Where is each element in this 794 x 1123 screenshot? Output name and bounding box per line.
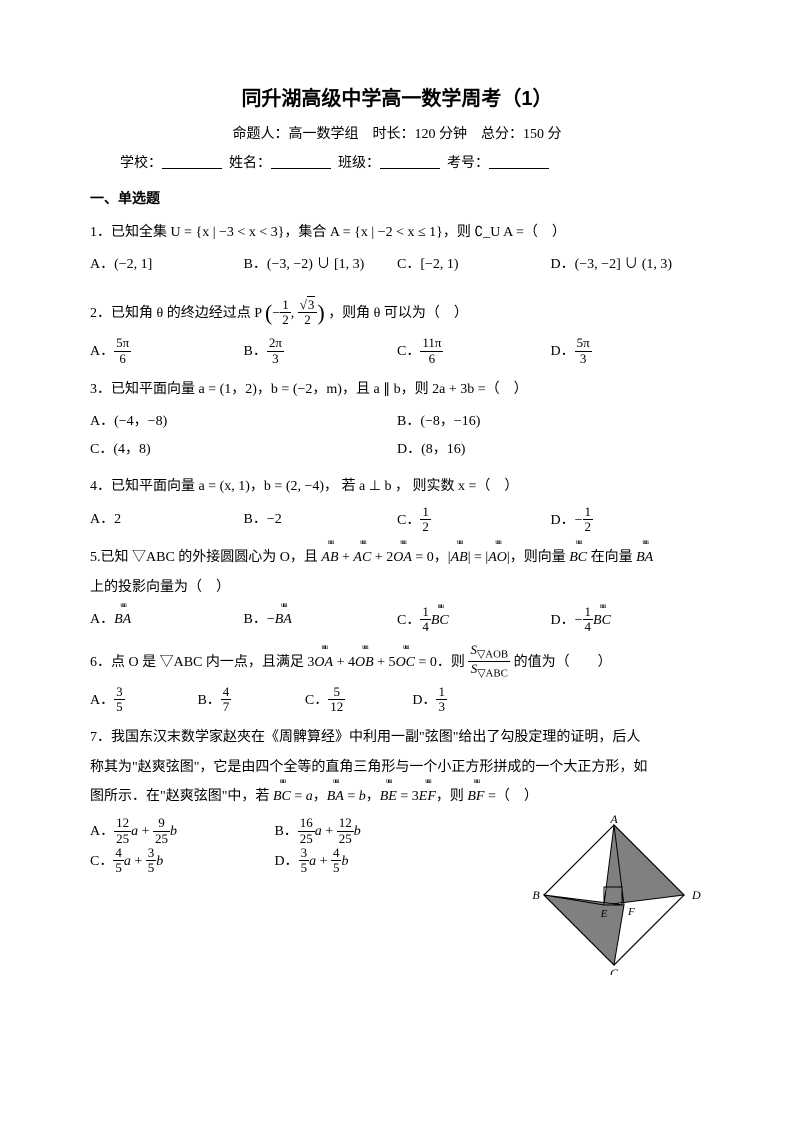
q1-option-b[interactable]: B．(−3, −2) ∪ [1, 3)	[244, 251, 398, 279]
question-2: 2．已知角 θ 的终边经过点 P (−12, √32) ，则角 θ 可以为（ ）	[90, 287, 704, 333]
figure-label-C: C	[610, 966, 619, 975]
q5-option-a[interactable]: A．BA	[90, 606, 244, 636]
name-label: 姓名：	[229, 156, 271, 171]
question-4: 4．已知平面向量 a = (x, 1)，b = (2, −4)， 若 a ⊥ b…	[90, 472, 704, 501]
duration-label: 时长：	[373, 127, 415, 142]
q7-option-c[interactable]: C．45a + 35b	[90, 847, 274, 877]
q5-options: A．BA B．−BA C．14BC D．−14BC	[90, 606, 704, 636]
q1-option-a[interactable]: A．(−2, 1]	[90, 251, 244, 279]
question-1: 1．已知全集 U = {x | −3 < x < 3}，集合 A = {x | …	[90, 218, 704, 247]
q5-option-b[interactable]: B．−BA	[244, 606, 398, 636]
q4-options: A．2 B．−2 C．12 D．−12	[90, 506, 704, 536]
q2-option-b[interactable]: B．2π3	[244, 337, 398, 367]
q2-option-c[interactable]: C．11π6	[397, 337, 551, 367]
duration: 120 分钟	[415, 127, 468, 142]
q3-option-d[interactable]: D．(8，16)	[397, 436, 704, 464]
q7-option-d[interactable]: D．35a + 45b	[274, 847, 458, 877]
q7-options: A．1225a + 925b B．1625a + 1225b C．45a + 3…	[90, 817, 459, 876]
author-label: 命题人：	[233, 127, 289, 142]
q6-option-a[interactable]: A．35	[90, 686, 197, 716]
q6-option-d[interactable]: D．13	[412, 686, 519, 716]
question-6: 6．点 O 是 ▽ABC 内一点，且满足 3OA + 4OB + 5OC = 0…	[90, 644, 704, 682]
q7-row: A．1225a + 925b B．1625a + 1225b C．45a + 3…	[90, 815, 704, 975]
question-3: 3．已知平面向量 a = (1，2)，b = (−2，m)，且 a ∥ b，则 …	[90, 375, 704, 404]
q7-option-a[interactable]: A．1225a + 925b	[90, 817, 274, 847]
question-5: 5.已知 ▽ABC 的外接圆圆心为 O，且 AB + AC + 2OA = 0，…	[90, 543, 704, 602]
q1-options: A．(−2, 1] B．(−3, −2) ∪ [1, 3) C．[−2, 1) …	[90, 251, 704, 279]
figure-label-E: E	[600, 908, 608, 920]
q2-options: A．5π6 B．2π3 C．11π6 D．5π3	[90, 337, 704, 367]
q2-option-d[interactable]: D．5π3	[551, 337, 705, 367]
q4-option-a[interactable]: A．2	[90, 506, 244, 536]
class-label: 班级：	[338, 156, 380, 171]
q3-options: A．(−4，−8) B．(−8，−16) C．(4，8) D．(8，16)	[90, 408, 704, 464]
q4-option-d[interactable]: D．−12	[551, 506, 705, 536]
student-info: 学校： 姓名： 班级： 考号：	[90, 151, 704, 178]
q3-option-a[interactable]: A．(−4，−8)	[90, 408, 397, 436]
q1-option-d[interactable]: D．(−3, −2] ∪ (1, 3)	[551, 251, 705, 279]
figure-label-F: F	[627, 906, 635, 918]
q2-suffix: ，则角 θ 可以为（ ）	[328, 306, 468, 321]
id-label: 考号：	[447, 156, 489, 171]
q1-option-c[interactable]: C．[−2, 1)	[397, 251, 551, 279]
question-7: 7．我国东汉末数学家赵夾在《周髀算经》中利用一副"弦图"给出了勾股定理的证明，后…	[90, 723, 704, 811]
figure-label-B: B	[532, 888, 540, 902]
q3-option-b[interactable]: B．(−8，−16)	[397, 408, 704, 436]
q5-option-d[interactable]: D．−14BC	[551, 606, 705, 636]
zhaoshuang-figure: A B C D E F	[524, 815, 704, 975]
school-label: 学校：	[120, 156, 162, 171]
q4-option-b[interactable]: B．−2	[244, 506, 398, 536]
q7-option-b[interactable]: B．1625a + 1225b	[274, 817, 458, 847]
q6-options: A．35 B．47 C．512 D．13	[90, 686, 520, 716]
name-blank[interactable]	[271, 154, 331, 169]
q2-option-a[interactable]: A．5π6	[90, 337, 244, 367]
id-blank[interactable]	[489, 154, 549, 169]
figure-label-D: D	[691, 888, 701, 902]
author: 高一数学组	[289, 127, 359, 142]
school-blank[interactable]	[162, 154, 222, 169]
q3-option-c[interactable]: C．(4，8)	[90, 436, 397, 464]
q2-prefix: 2．已知角 θ 的终边经过点 P	[90, 306, 261, 321]
total-label: 总分：	[481, 127, 523, 142]
total: 150 分	[523, 127, 562, 142]
q4-option-c[interactable]: C．12	[397, 506, 551, 536]
page-title: 同升湖高级中学高一数学周考（1）	[90, 80, 704, 118]
class-blank[interactable]	[380, 154, 440, 169]
section-1-header: 一、单选题	[90, 185, 704, 212]
q6-option-c[interactable]: C．512	[305, 686, 412, 716]
figure-label-A: A	[609, 815, 618, 826]
q5-option-c[interactable]: C．14BC	[397, 606, 551, 636]
q6-option-b[interactable]: B．47	[197, 686, 304, 716]
subtitle: 命题人：高一数学组 时长：120 分钟 总分：150 分	[90, 122, 704, 149]
